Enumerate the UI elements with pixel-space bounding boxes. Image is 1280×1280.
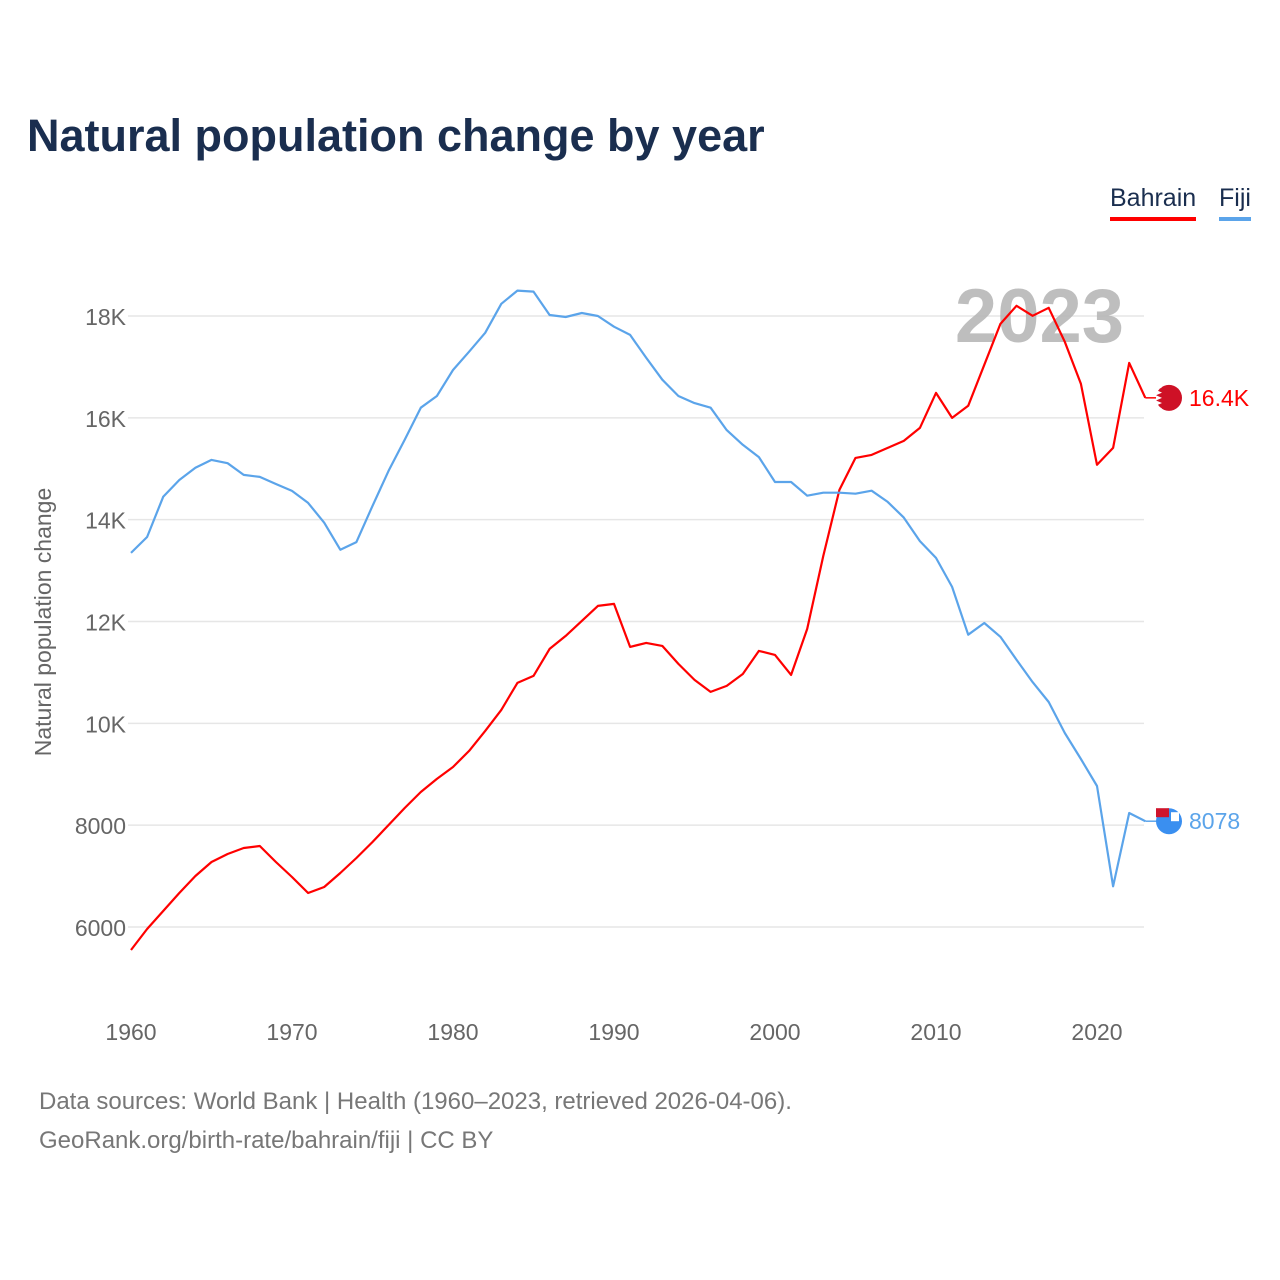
legend-item-bahrain[interactable]: Bahrain [1110,184,1197,221]
end-value-label-fiji: 8078 [1189,808,1240,834]
x-tick-label: 2010 [910,1019,961,1045]
y-tick-label: 8000 [75,813,126,839]
x-tick-label: 1960 [105,1019,156,1045]
series-line-fiji [130,289,1146,888]
flag-shield [1171,812,1179,822]
year-watermark: 2023 [955,274,1124,359]
flag-red [1156,384,1182,411]
y-tick-label: 16K [85,406,127,432]
end-value-label-bahrain: 16.4K [1189,385,1250,411]
legend-item-fiji[interactable]: Fiji [1219,184,1251,221]
x-tick-label: 1980 [427,1019,478,1045]
x-tick-label: 2020 [1071,1019,1122,1045]
source-line-2[interactable]: GeoRank.org/birth-rate/bahrain/fiji | CC… [39,1127,494,1154]
y-tick-label: 18K [85,304,127,330]
x-tick-label: 1990 [588,1019,639,1045]
y-tick-label: 14K [85,508,127,534]
y-tick-label: 12K [85,610,127,636]
x-tick-label: 2000 [749,1019,800,1045]
x-tick-label: 1970 [266,1019,317,1045]
chart-title: Natural population change by year [27,110,765,161]
series-line-bahrain [130,304,1147,951]
fiji-flag-icon [1156,808,1182,835]
flag-union-jack [1156,808,1169,818]
source-line-1: Data sources: World Bank | Health (1960–… [39,1088,792,1115]
flag-serration [1156,384,1162,411]
y-tick-label: 10K [85,711,127,737]
bahrain-flag-icon [1156,384,1182,411]
y-axis-label: Natural population change [30,488,56,757]
y-tick-label: 6000 [75,915,126,941]
